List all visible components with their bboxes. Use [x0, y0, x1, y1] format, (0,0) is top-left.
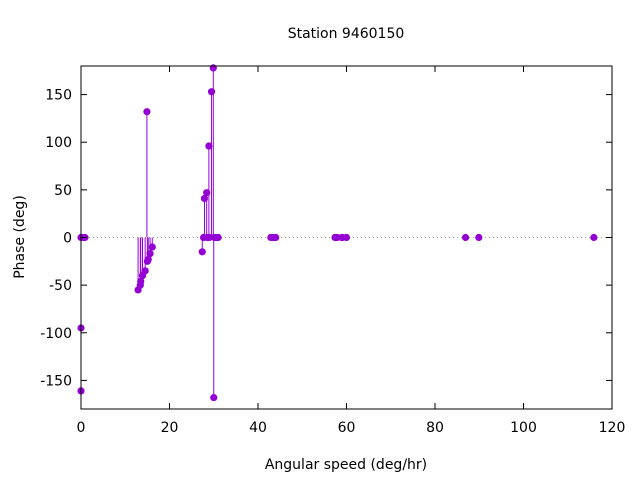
data-point	[143, 108, 151, 116]
data-point	[209, 64, 217, 72]
x-tick-label: 100	[510, 420, 537, 436]
x-axis-title: Angular speed (deg/hr)	[265, 457, 427, 473]
y-axis-title: Phase (deg)	[12, 195, 28, 279]
x-tick-label: 120	[599, 420, 626, 436]
data-point	[141, 267, 149, 275]
data-point	[214, 233, 222, 242]
data-point	[148, 243, 156, 251]
data-point	[342, 233, 351, 242]
data-point	[203, 189, 211, 197]
y-tick-label: 150	[45, 88, 72, 104]
y-axis-ticks: -150 -100 -50 0 50 100 150	[40, 88, 612, 389]
y-tick-label: 50	[54, 183, 72, 199]
data-point	[210, 393, 218, 402]
x-tick-label: 40	[249, 420, 267, 436]
point-layer	[77, 64, 598, 402]
x-tick-label: 20	[161, 420, 179, 436]
x-tick-label: 60	[338, 420, 356, 436]
chart-title: Station 9460150	[288, 26, 405, 42]
data-point	[200, 194, 209, 203]
data-point	[475, 233, 483, 242]
x-tick-label: 0	[77, 420, 86, 436]
data-point	[461, 233, 470, 242]
data-point	[272, 233, 280, 242]
plot-frame	[80, 65, 613, 410]
x-tick-label: 80	[426, 420, 444, 436]
data-point	[207, 88, 216, 96]
data-point	[137, 277, 145, 285]
y-tick-label: 0	[63, 231, 72, 247]
impulse-layer	[80, 67, 215, 398]
x-axis-ticks: 0 20 40 60 80 100 120	[77, 66, 626, 436]
data-point	[590, 233, 598, 242]
data-point	[205, 142, 213, 150]
y-tick-label: -150	[40, 373, 72, 389]
y-tick-label: 100	[45, 135, 72, 151]
y-tick-label: -100	[40, 326, 72, 342]
data-point	[198, 248, 206, 256]
data-point	[144, 255, 152, 264]
y-tick-label: -50	[49, 278, 72, 294]
data-point	[146, 250, 154, 258]
